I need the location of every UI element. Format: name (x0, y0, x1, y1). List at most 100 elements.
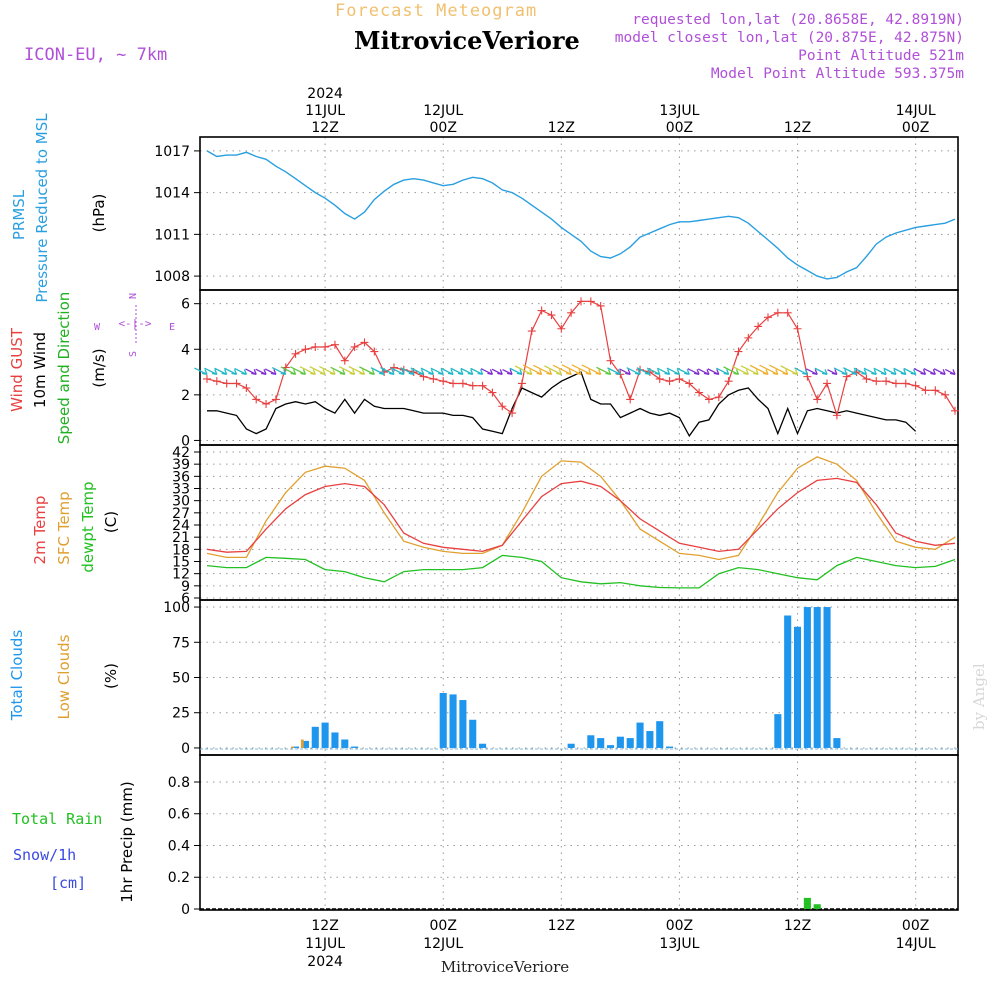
wind-arrow-head (231, 369, 238, 375)
wind-arrow-head (241, 369, 247, 375)
wind-gust-marker (754, 322, 763, 331)
wind-gust-marker (449, 379, 458, 388)
wind-arrow (339, 366, 355, 375)
point-altitude: Point Altitude 521m (798, 48, 964, 64)
total-cloud-bar (793, 626, 802, 748)
wind-gust-marker (537, 306, 546, 315)
wind-arrow-head (349, 369, 356, 375)
wind-arrow-head (910, 369, 917, 375)
wind-arrow (271, 366, 287, 375)
wind-arrow (514, 365, 533, 375)
wind-arrow-head (762, 369, 769, 375)
panel-frame (199, 136, 959, 291)
total-cloud-bar (301, 740, 309, 748)
ytick-label: 50 (172, 671, 190, 687)
temp-unit: (C) (102, 511, 120, 533)
wind-arrow-head (595, 369, 602, 375)
requested-coords: requested lon,lat (20.8658E, 42.8919N) (632, 12, 964, 28)
wind-arrow-head (251, 369, 257, 375)
wind-arrow-head (497, 369, 503, 375)
bottom-time-label: 00Z (902, 918, 929, 934)
top-time-label: 12Z (311, 120, 338, 136)
wind-arrow-head (418, 369, 425, 375)
wind-gust-marker (891, 379, 900, 388)
wind-arrow (330, 366, 346, 375)
wind-gust-marker (665, 377, 674, 386)
wind-gust-marker (340, 356, 349, 365)
wind-arrow-head (723, 369, 730, 375)
top-time-label: 00Z (430, 120, 457, 136)
total-cloud-bar (833, 738, 841, 748)
wind-arrow-head (211, 369, 218, 375)
plot-area: 1008101110141017024669121518212427303336… (154, 136, 959, 918)
temp-2m-line (206, 477, 956, 553)
top-time-label: 12Z (548, 120, 575, 136)
wind-arrow-head (221, 369, 228, 375)
wind-gust-marker (232, 379, 241, 388)
wind-arrow (626, 367, 641, 375)
wind-gust-marker (517, 379, 526, 388)
ytick-label: 42 (172, 445, 190, 461)
temp-sfc-label: SFC Temp (55, 491, 73, 564)
wind-arrow (299, 366, 316, 375)
total-cloud-bar (813, 607, 821, 748)
wind-arrow-head (379, 369, 385, 375)
wind-arrow-head (841, 369, 848, 375)
top-time-label: 13JUL (659, 103, 699, 119)
wind-gust-marker (242, 384, 251, 393)
wind-arrow-head (270, 369, 277, 375)
total-cloud-bar (469, 719, 477, 748)
wind-arrow-head (664, 369, 671, 375)
wind-gust-marker (901, 379, 910, 388)
wind-arrow (561, 364, 582, 375)
total-clouds-label: Total Clouds (8, 630, 26, 722)
cloud-labels: Total Clouds Low Clouds (%) (8, 630, 120, 722)
wind-arrow-head (684, 369, 690, 375)
wind-gust-marker (813, 395, 822, 404)
wind-arrow (522, 364, 542, 375)
wind-gust-marker (734, 347, 743, 356)
wind-arrow-head (703, 369, 710, 375)
ytick-label: 27 (172, 506, 190, 522)
ytick-label: 0.8 (168, 775, 190, 791)
wind-gust-marker (596, 301, 605, 310)
wind-gust-marker (941, 390, 950, 399)
wind-gust-marker (557, 324, 566, 333)
ytick-label: 12 (172, 567, 190, 583)
total-cloud-bar (626, 738, 634, 748)
rain-bar (803, 897, 811, 909)
total-cloud-bar (567, 743, 575, 748)
wind-arrow (740, 365, 759, 375)
wind-arrow-head (260, 369, 267, 375)
total-cloud-bar (479, 743, 487, 748)
wind-gust-marker (626, 395, 635, 404)
top-time-label: 12Z (784, 120, 811, 136)
wind-arrow-head (615, 369, 621, 375)
wind-arrow-head (654, 369, 661, 375)
location-title: MitroviceVeriore (354, 26, 580, 55)
wind-arrow (571, 364, 592, 375)
total-cloud-bar (636, 722, 644, 748)
ytick-label: 4 (181, 342, 190, 358)
wind-gust-marker (370, 347, 379, 356)
wind-arrow-head (201, 369, 208, 375)
bottom-time-label: 12Z (311, 918, 338, 934)
wind-arrow-head (516, 369, 523, 375)
top-time-label: 2024 (307, 86, 343, 102)
wind-arrow (290, 366, 306, 375)
ytick-label: 1008 (154, 269, 190, 285)
ytick-label: 18 (172, 542, 190, 558)
total-cloud-bar (341, 739, 349, 748)
wind-gust-marker (222, 379, 231, 388)
bottom-time-label: 00Z (666, 918, 693, 934)
wind-arrow-head (890, 369, 897, 375)
wind-gust-marker (321, 342, 330, 351)
wind-gust-marker (655, 374, 664, 383)
total-cloud-bar (351, 746, 359, 748)
bottom-time-axis: 12Z 11JUL 2024 00Z 12JUL 12Z 00Z 13JUL 12Z 00Z 14J… (305, 918, 936, 970)
wind-arrow-head (792, 369, 799, 375)
bottom-time-label: 14JUL (896, 936, 936, 952)
low-cloud-bar (291, 746, 294, 748)
wind-gust-line (206, 300, 956, 418)
total-cloud-bar (774, 714, 782, 748)
